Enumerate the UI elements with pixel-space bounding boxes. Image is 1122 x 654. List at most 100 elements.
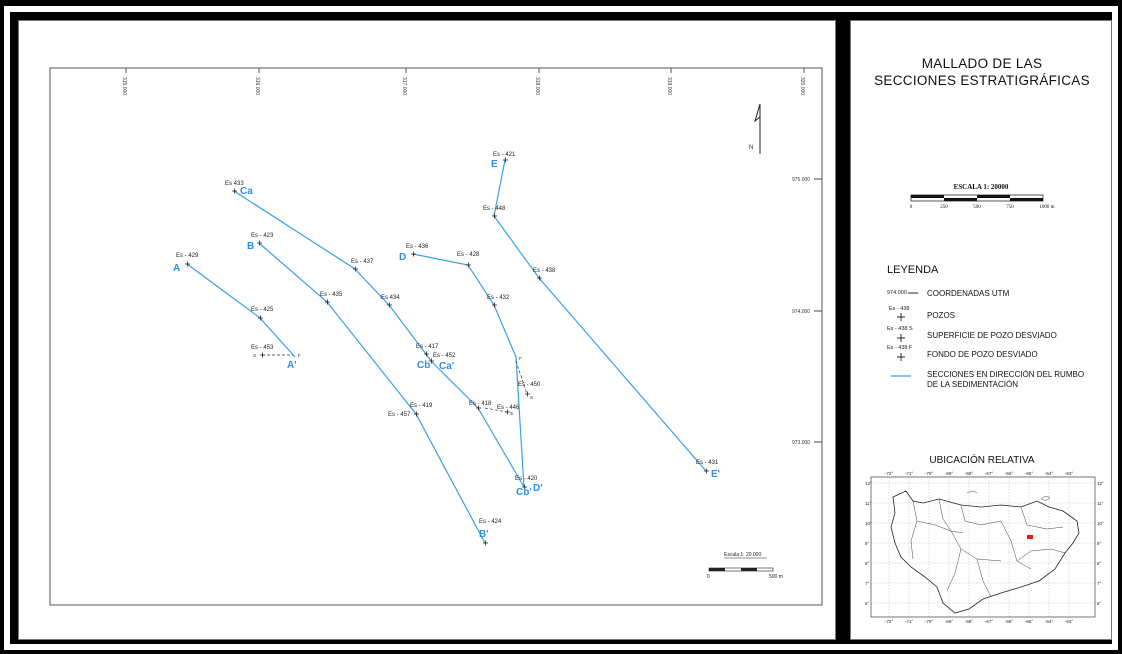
scale-bar-segment	[1010, 198, 1043, 201]
lat-label: 11°	[865, 501, 872, 506]
lon-label: -69°	[945, 471, 954, 476]
section-labels: A A' B B' Ca Ca' Cb Cb' D D' E E'	[173, 159, 720, 540]
well-marker	[260, 352, 265, 358]
top-coord-label: 319.000	[666, 77, 672, 95]
well-label: Es - 417	[416, 344, 439, 350]
lon-label: -66°	[1005, 619, 1014, 624]
well-symbol	[897, 313, 905, 321]
map-svg: 315.000 316.000 317.000 318.000 319.000 …	[49, 67, 823, 606]
surface-mark: S	[510, 411, 513, 416]
well-marker	[505, 409, 510, 415]
right-coord-label: 973.000	[792, 440, 810, 446]
well-label: Es - 429	[176, 253, 199, 259]
well-marker	[483, 540, 488, 546]
well-marker	[466, 262, 471, 268]
section-label-A: A	[173, 263, 180, 274]
lat-label: 6°	[865, 601, 870, 606]
well-marker	[492, 302, 497, 308]
well-marker	[258, 315, 263, 321]
well-label: Es - 431	[696, 460, 719, 466]
lon-label: -71°	[905, 471, 914, 476]
well-label: Es - 432	[487, 295, 510, 301]
well-label: Es - 452	[433, 353, 456, 359]
lon-labels-top: -72° -71° -70° -69° -68° -67° -66° -65° …	[885, 471, 1074, 476]
north-arrow: N	[749, 103, 761, 154]
well-marker	[232, 188, 237, 194]
lat-label: 10°	[1097, 521, 1104, 526]
lon-label: -72°	[885, 471, 894, 476]
well-labels: Es 433 Es - 423 Es - 429 Es - 437 Es - 4…	[176, 152, 719, 525]
well-label: Es - 435	[320, 292, 343, 298]
legend-surface-label: SUPERFICIE DE POZO DESVIADO	[927, 331, 1057, 340]
location-map: -72° -71° -70° -69° -68° -67° -66° -65° …	[865, 471, 1104, 624]
well-marker	[411, 251, 416, 257]
location-title: UBICACIÓN RELATIVA	[929, 455, 1035, 466]
section-label-B: B	[247, 241, 254, 252]
section-line-A	[186, 263, 296, 358]
section-label-Ca-prime: Ca'	[439, 361, 454, 372]
lat-label: 9°	[865, 541, 870, 546]
well-marker	[429, 358, 434, 364]
well-marker	[525, 391, 530, 397]
location-frame	[870, 476, 1096, 618]
map-border	[49, 67, 823, 606]
section-line-Ca	[233, 190, 432, 362]
scale-ticks: 0 250 500 750 1000 m	[910, 205, 1055, 210]
lon-label: -68°	[965, 471, 974, 476]
scale-title: ESCALA 1: 20000	[954, 183, 1009, 191]
right-coord-label: 975.000	[792, 177, 810, 183]
scale-tick: 1000 m	[1039, 205, 1054, 210]
island-outline	[1040, 496, 1051, 501]
deviation-line	[515, 360, 528, 395]
lat-label: 7°	[865, 581, 870, 586]
deviation-marks: S F F S S	[253, 353, 533, 416]
well-label: Es - 438	[533, 268, 556, 274]
map-scale-title: Escala 1: 20.000	[724, 552, 761, 558]
side-svg: ESCALA 1: 20000 0 250 500 750 1000 m	[865, 183, 1104, 624]
lon-label: -68°	[965, 619, 974, 624]
lon-label: -72°	[885, 619, 894, 624]
bottom-mark: F	[519, 356, 522, 361]
lon-label: -63°	[1065, 619, 1074, 624]
lat-label: 7°	[1097, 581, 1102, 586]
well-marker	[503, 157, 508, 163]
side-panel: MALLADO DE LAS SECCIONES ESTRATIGRÁFICAS…	[850, 20, 1112, 640]
well-label: Es 434	[381, 295, 400, 301]
scale-bar-segment	[977, 195, 1010, 198]
legend-section-label-1: SECCIONES EN DIRECCIÓN DEL RUMBO	[927, 370, 1085, 379]
surface-mark: S	[253, 353, 256, 358]
well-label: Es - 421	[493, 152, 516, 158]
scale-end: 500 m	[769, 574, 783, 580]
north-arrow-head	[754, 103, 761, 123]
well-marker	[325, 299, 330, 305]
section-label-Cb-prime: Cb'	[516, 487, 532, 498]
top-coord-label: 318.000	[534, 77, 540, 95]
well-label: Es - 428	[457, 252, 480, 258]
section-line-E	[493, 159, 707, 472]
well-label: Es - 418	[469, 401, 492, 407]
top-coord-label: 320.000	[799, 77, 805, 95]
panel-title-line1: MALLADO DE LAS	[921, 56, 1043, 71]
legend-bottom-label: FONDO DE POZO DESVIADO	[927, 350, 1038, 359]
lat-labels-right: 12° 11° 10° 9° 8° 7° 6°	[1097, 481, 1104, 606]
section-label-D-prime: D'	[533, 483, 543, 494]
lon-label: -67°	[985, 471, 994, 476]
well-marker	[353, 266, 358, 272]
surface-mark: S	[530, 395, 533, 400]
lat-label: 8°	[865, 561, 870, 566]
well-label: Es - 448	[483, 206, 506, 212]
well-label: Es - 423	[251, 233, 274, 239]
study-area-marker	[1027, 535, 1033, 539]
top-coordinate-labels: 315.000 316.000 317.000 318.000 319.000 …	[121, 68, 805, 95]
well-marker	[476, 405, 481, 411]
lon-label: -66°	[1005, 471, 1014, 476]
state-borders	[910, 498, 1066, 598]
scale-bar-segment	[741, 568, 757, 571]
well-label: Es - 420	[515, 476, 538, 482]
well-label: Es - 425	[251, 307, 274, 313]
lat-label: 8°	[1097, 561, 1102, 566]
top-coord-label: 317.000	[401, 77, 407, 95]
map-panel: 315.000 316.000 317.000 318.000 319.000 …	[18, 20, 836, 640]
legend-utm-sample: 974.000	[887, 290, 907, 296]
location-graticule	[871, 477, 1095, 617]
